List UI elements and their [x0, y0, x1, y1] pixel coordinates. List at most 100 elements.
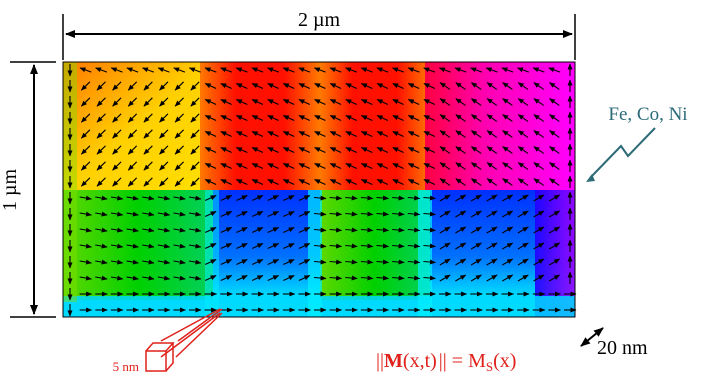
magnetization-arrow-icon	[112, 145, 122, 155]
magnetization-arrow-icon	[345, 147, 357, 153]
magnetization-arrow-icon	[251, 227, 264, 233]
magnetization-arrow-icon	[533, 194, 545, 202]
magnetization-arrow-icon	[313, 211, 327, 217]
magnetization-arrow-icon	[220, 83, 232, 89]
magnetization-arrow-icon	[407, 147, 420, 153]
magnetization-arrow-icon	[81, 177, 91, 187]
magnetization-arrow-icon	[282, 131, 295, 137]
magnetization-arrow-icon	[360, 195, 374, 201]
magnetization-arrow-icon	[486, 162, 498, 170]
magnetization-arrow-icon	[345, 163, 357, 169]
magnetization-arrow-icon	[220, 131, 232, 137]
magnetization-arrow-icon	[486, 226, 498, 234]
magnetization-arrow-icon	[455, 226, 467, 234]
magnetization-arrow-icon	[159, 145, 169, 155]
magnetization-arrow-icon	[220, 147, 232, 153]
magnetization-arrow-icon	[283, 211, 295, 217]
magnetization-arrow-icon	[143, 177, 153, 187]
magnetization-arrow-icon	[517, 67, 529, 73]
magnetization-arrow-icon	[549, 130, 560, 138]
magnetization-arrow-icon	[329, 275, 343, 281]
magnetization-arrow-icon	[329, 243, 343, 249]
magnetization-arrow-icon	[439, 194, 451, 202]
magnetization-arrow-icon	[159, 129, 169, 139]
magnetization-arrow-icon	[220, 195, 233, 201]
magnetization-arrow-icon	[392, 243, 405, 249]
magnetization-arrow-icon	[470, 67, 483, 73]
magnetization-arrow-icon	[470, 258, 482, 266]
magnetization-arrow-icon	[298, 259, 311, 265]
magnetization-arrow-icon	[81, 145, 91, 155]
magnetization-arrow-icon	[345, 115, 357, 121]
magnetization-arrow-icon	[423, 227, 436, 233]
magnetization-arrow-icon	[298, 115, 311, 121]
magnetization-arrow-icon	[204, 195, 217, 201]
magnetization-arrow-icon	[439, 242, 451, 250]
magnetization-arrow-icon	[235, 131, 248, 137]
magnetization-arrow-icon	[174, 81, 184, 91]
magnetization-arrow-icon	[392, 67, 404, 73]
magnetization-arrow-icon	[455, 258, 467, 266]
magnetization-arrow-icon	[455, 130, 466, 138]
magnetization-arrow-icon	[95, 259, 108, 265]
magnetization-arrow-icon	[376, 147, 389, 153]
magnetization-arrow-icon	[157, 259, 171, 265]
magnetization-arrow-icon	[220, 243, 233, 249]
zigzag-pointer-icon	[589, 127, 656, 179]
magnetization-arrow-icon	[81, 129, 91, 139]
magnetization-arrow-icon	[157, 243, 171, 249]
magnetization-arrow-icon	[188, 67, 201, 73]
magnetization-arrow-icon	[112, 113, 122, 123]
magnetization-arrow-icon	[517, 146, 529, 154]
magnetization-arrow-icon	[313, 275, 327, 281]
magnetization-arrow-icon	[79, 211, 92, 217]
magnetization-arrow-icon	[439, 258, 451, 266]
magnetization-arrow-icon	[174, 129, 184, 139]
magnetization-arrow-icon	[267, 227, 280, 233]
magnetization-arrow-icon	[126, 243, 139, 249]
magnetization-arrow-icon	[95, 195, 108, 201]
magnetization-arrow-icon	[204, 147, 217, 153]
thickness-arrow-icon	[580, 327, 604, 347]
magnetization-arrow-icon	[533, 130, 545, 138]
magnetization-arrow-icon	[298, 83, 311, 89]
magnetization-arrow-icon	[173, 227, 186, 233]
magnetization-arrow-icon	[236, 243, 248, 249]
magnetization-arrow-icon	[548, 210, 561, 218]
magnetization-arrow-icon	[345, 227, 358, 233]
magnetization-arrow-icon	[532, 67, 545, 73]
magnetization-arrow-icon	[392, 211, 405, 217]
magnetization-arrow-icon	[159, 97, 169, 107]
magnetization-arrow-icon	[95, 275, 108, 281]
cell-size-label: 5 nm	[113, 359, 139, 374]
magnetization-arrow-icon	[189, 195, 202, 201]
magnetization-arrow-icon	[142, 227, 155, 233]
magnetization-arrow-icon	[96, 81, 106, 91]
magnetization-arrow-icon	[282, 163, 295, 169]
magnetization-arrow-icon	[407, 195, 421, 201]
magnetization-arrow-icon	[267, 211, 280, 217]
magnetization-arrow-icon	[190, 97, 200, 107]
magnetization-arrow-icon	[502, 274, 514, 282]
magnetization-arrow-icon	[173, 243, 186, 249]
magnetization-arrow-icon	[142, 211, 155, 217]
magnetization-arrow-icon	[283, 195, 295, 201]
magnetization-arrow-icon	[159, 177, 169, 187]
magnetization-arrow-icon	[486, 210, 498, 218]
magnetization-arrow-icon	[549, 146, 560, 154]
magnetization-arrow-icon	[127, 145, 138, 155]
magnetization-arrow-icon	[423, 211, 436, 217]
magnetization-arrow-icon	[470, 210, 482, 218]
magnetization-arrow-icon	[502, 226, 514, 234]
materials-label: Fe, Co, Ni	[608, 104, 687, 125]
magnetization-arrow-icon	[486, 194, 498, 202]
magnetization-arrow-icon	[282, 147, 295, 153]
magnetization-arrow-icon	[251, 243, 264, 249]
magnetization-arrow-icon	[329, 99, 342, 105]
magnetization-arrow-icon	[392, 163, 404, 169]
magnetization-arrow-icon	[235, 147, 248, 153]
magnetization-arrow-icon	[329, 195, 343, 201]
magnetization-arrow-icon	[360, 259, 374, 265]
magnetization-arrow-icon	[298, 227, 311, 233]
magnetization-arrow-icon	[392, 259, 405, 265]
